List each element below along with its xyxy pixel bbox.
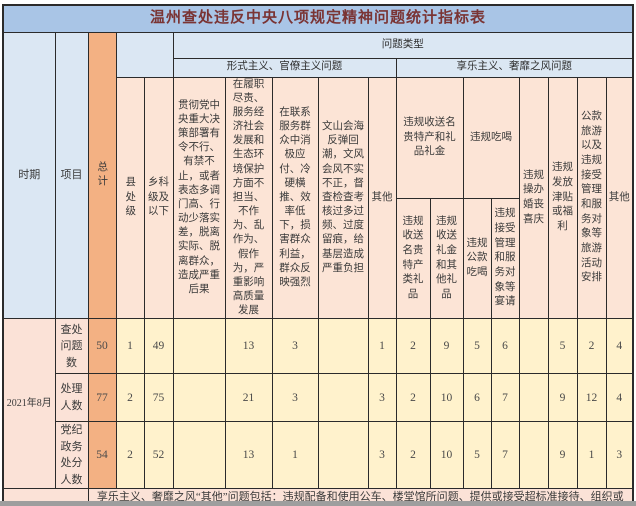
value-cell (317, 318, 369, 375)
table-row-problems: 2021年8月 查处问题数 50 1 49 13 3 1 2 9 5 6 5 2… (2, 318, 634, 490)
value-cell (317, 421, 369, 490)
table-row-persons: 处理人数 77 2 75 21 3 3 2 10 6 7 9 12 4 (3, 373, 634, 423)
header-period: 时期 (2, 31, 56, 320)
township-cell: 75 (143, 373, 174, 423)
header-total: 总计 (87, 31, 117, 320)
value-cell: 5 (547, 318, 578, 375)
header-gifts-specialty: 违规收送名贵特产类礼品 (395, 197, 431, 320)
stats-table: 温州查处违反中央八项规定精神问题统计指标表 时期 项目 总计 问题类型 形式主义… (2, 4, 635, 506)
value-cell: 1 (367, 318, 397, 375)
header-row-sub1: 县处级 乡科级及以下 贯彻党中央重大决策部署有令不行、有禁不止，或者表态多调门高… (3, 76, 634, 320)
value-cell: 3 (367, 421, 397, 490)
header-gifts-group: 违规收送名贵特产和礼品礼金 (395, 76, 464, 199)
value-cell: 3 (271, 373, 319, 423)
header-dining-banquets: 违规接受管理和服务对象等宴请 (490, 197, 520, 320)
header-row-sub2: 违规收送名贵特产类礼品 违规收送礼金和其他礼品 违规公款吃喝 违规接受管理和服务… (3, 197, 633, 320)
row-label-discipline: 党纪政务处分人数 (54, 421, 89, 490)
title-row: 温州查处违反中央八项规定精神问题统计指标表 (2, 4, 634, 33)
value-cell: 10 (429, 421, 464, 490)
table-row-discipline: 党纪政务处分人数 54 2 52 13 1 3 2 10 5 7 9 1 3 (3, 421, 634, 490)
county-cell: 1 (115, 318, 145, 375)
header-township-level: 乡科级及以下 (143, 76, 174, 320)
value-cell: 2 (395, 421, 431, 490)
value-cell: 6 (490, 318, 520, 375)
value-cell: 5 (462, 421, 492, 490)
header-formalism-col-duty: 在履职尽责、服务经济社会发展和生态环境保护方面不担当、不作为、乱作为、假作为，严… (224, 76, 273, 320)
value-cell: 13 (224, 421, 273, 490)
value-cell: 9 (547, 421, 578, 490)
window-edge-shadow (0, 501, 636, 506)
header-formalism-group: 形式主义、官僚主义问题 (172, 57, 397, 78)
county-cell: 2 (115, 373, 145, 423)
header-county-level: 县处级 (115, 76, 145, 320)
value-cell: 7 (490, 421, 520, 490)
value-cell: 5 (462, 318, 492, 375)
header-hedonism-group: 享乐主义、奢靡之风问题 (395, 57, 634, 78)
value-cell (518, 318, 549, 375)
township-cell: 52 (143, 421, 174, 490)
value-cell: 21 (224, 373, 273, 423)
header-travel: 公款旅游以及违规接受管理和服务对象等旅游活动安排 (576, 76, 607, 320)
value-cell: 4 (605, 373, 634, 423)
value-cell: 7 (490, 373, 520, 423)
header-formalism-col-masses: 在联系服务群众中消极应付、冷硬横推、效率低下，损害群众利益，群众反映强烈 (271, 76, 319, 320)
value-cell: 3 (605, 421, 634, 490)
header-row-problem-type: 时期 项目 总计 问题类型 (2, 31, 634, 320)
header-formalism-other: 其他 (367, 76, 397, 320)
header-weddings: 违规操办婚丧喜庆 (518, 76, 549, 320)
value-cell (172, 318, 226, 375)
header-dining-public-funds: 违规公款吃喝 (462, 197, 492, 320)
header-gifts-money: 违规收送礼金和其他礼品 (429, 197, 464, 320)
value-cell: 9 (547, 373, 578, 423)
county-cell: 2 (115, 421, 145, 490)
value-cell: 13 (224, 318, 273, 375)
header-problem-type: 问题类型 (172, 31, 634, 59)
total-cell: 54 (87, 421, 117, 490)
header-dining-group: 违规吃喝 (462, 76, 520, 199)
header-item: 项目 (54, 31, 89, 320)
page-title: 温州查处违反中央八项规定精神问题统计指标表 (2, 4, 634, 33)
value-cell: 1 (576, 421, 607, 490)
value-cell (317, 373, 369, 423)
value-cell: 2 (395, 373, 431, 423)
header-formalism-col-decisions: 贯彻党中央重大决策部署有令不行、有禁不止，或者表态多调门高、行动少落实差，脱离实… (172, 76, 226, 320)
value-cell: 9 (429, 318, 464, 375)
value-cell: 2 (576, 318, 607, 375)
row-label-problems: 查处问题数 (54, 318, 89, 375)
value-cell (518, 373, 549, 423)
header-formalism-col-meetings: 文山会海反弹回潮，文风会风不实不正，督查检查考核过多过频、过度留痕，给基层造成严… (317, 76, 369, 320)
period-cell: 2021年8月 (2, 318, 56, 490)
header-allowances: 违规发放津贴或福利 (547, 76, 578, 320)
value-cell: 3 (367, 373, 397, 423)
value-cell: 3 (271, 318, 319, 375)
value-cell: 4 (605, 318, 634, 375)
value-cell: 6 (462, 373, 492, 423)
total-cell: 77 (87, 373, 117, 423)
value-cell: 2 (395, 318, 431, 375)
value-cell (518, 421, 549, 490)
row-label-persons: 处理人数 (54, 373, 89, 423)
header-levels-spacer (115, 31, 174, 78)
value-cell: 10 (429, 373, 464, 423)
total-cell: 50 (87, 318, 117, 375)
value-cell (172, 373, 226, 423)
value-cell: 1 (271, 421, 319, 490)
value-cell: 12 (576, 373, 607, 423)
header-hedonism-other: 其他 (605, 76, 634, 320)
value-cell (172, 421, 226, 490)
header-row-groups: 形式主义、官僚主义问题 享乐主义、奢靡之风问题 (3, 57, 634, 78)
township-cell: 49 (143, 318, 174, 375)
